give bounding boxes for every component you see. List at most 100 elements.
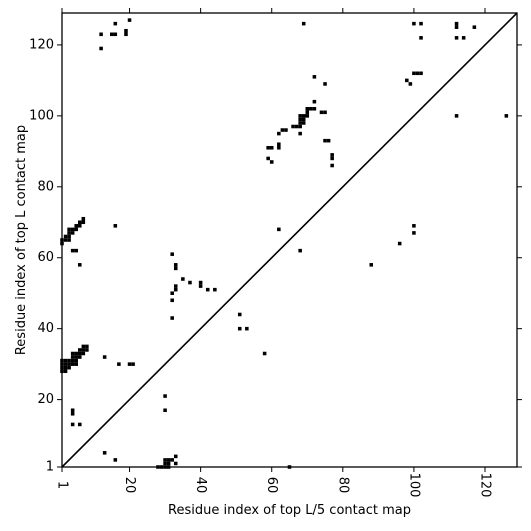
- y-tick-label: 20: [37, 392, 54, 407]
- contact-point: [419, 71, 423, 76]
- contact-point: [266, 146, 270, 150]
- contact-point: [291, 124, 295, 129]
- contact-point: [415, 71, 420, 76]
- contact-point: [163, 458, 167, 462]
- contact-point: [412, 231, 416, 235]
- contact-point: [74, 248, 78, 253]
- contact-point: [63, 234, 68, 239]
- contact-point: [173, 461, 178, 466]
- y-tick-label: 40: [37, 321, 54, 336]
- contact-point: [173, 284, 178, 288]
- contact-point: [412, 224, 416, 228]
- contact-point: [330, 153, 334, 157]
- x-tick-label: 120: [478, 473, 493, 498]
- contact-point: [81, 216, 86, 221]
- contact-point: [81, 348, 86, 352]
- contact-point: [127, 18, 132, 22]
- contact-point: [81, 220, 86, 225]
- contact-point: [330, 156, 334, 161]
- contact-point: [127, 362, 132, 366]
- plot-frame: [61, 12, 518, 468]
- contact-point: [312, 75, 317, 79]
- contact-point: [323, 110, 327, 115]
- contact-point: [70, 355, 75, 359]
- contact-point: [63, 365, 68, 370]
- contact-point: [419, 36, 423, 40]
- contact-point: [70, 408, 75, 413]
- contact-point: [70, 412, 75, 416]
- contact-point: [170, 316, 174, 320]
- contact-point: [301, 114, 306, 118]
- contact-point: [63, 362, 68, 366]
- contact-point: [309, 106, 313, 111]
- contact-point: [298, 248, 302, 253]
- contact-point: [67, 365, 71, 370]
- contact-point: [63, 369, 68, 374]
- y-tick-label: 60: [37, 250, 54, 265]
- contact-point: [113, 21, 118, 26]
- contact-point: [67, 227, 71, 232]
- contact-point: [269, 160, 274, 164]
- contact-point: [163, 394, 167, 398]
- contact-point: [298, 131, 302, 136]
- contact-point: [70, 422, 75, 427]
- points-layer: [60, 18, 509, 469]
- contact-point: [74, 227, 78, 232]
- contact-point: [78, 351, 82, 356]
- contact-point: [78, 348, 82, 352]
- contact-point: [326, 138, 331, 143]
- contact-point: [173, 454, 178, 459]
- contact-point: [113, 224, 118, 228]
- contact-point: [173, 287, 178, 292]
- contact-point: [412, 71, 416, 76]
- contact-point: [454, 25, 459, 29]
- contact-point: [301, 121, 306, 125]
- x-tick-label: 80: [335, 477, 350, 494]
- contact-point: [277, 131, 281, 136]
- contact-point: [277, 142, 281, 147]
- contact-point: [237, 326, 242, 331]
- x-tick-label: 60: [264, 477, 279, 494]
- contact-point: [81, 351, 86, 356]
- diagonal-line: [61, 12, 518, 468]
- contact-point: [181, 277, 185, 281]
- contact-point: [67, 358, 71, 363]
- contact-point: [131, 362, 135, 366]
- y-tick-label: 1: [46, 460, 54, 475]
- contact-point: [70, 248, 75, 253]
- contact-point: [284, 128, 288, 132]
- contact-point: [472, 25, 477, 29]
- contact-point: [74, 224, 78, 228]
- contact-point: [454, 114, 459, 118]
- contact-point: [166, 461, 171, 466]
- contact-point: [198, 280, 203, 285]
- contact-point: [63, 358, 68, 363]
- contact-point: [301, 21, 306, 26]
- contact-point: [323, 82, 327, 86]
- contact-point: [85, 348, 89, 352]
- contact-point: [102, 451, 107, 455]
- contact-point: [124, 28, 128, 33]
- contact-point: [266, 156, 270, 161]
- contact-point: [173, 266, 178, 271]
- contact-point: [81, 344, 86, 349]
- contact-point: [298, 121, 302, 125]
- contact-point: [170, 291, 174, 295]
- contact-point: [70, 351, 75, 356]
- x-tick-label: 1: [55, 481, 70, 489]
- contact-point: [408, 82, 413, 86]
- contact-point: [277, 227, 281, 232]
- contact-point: [70, 358, 75, 363]
- y-tick-label: 120: [29, 37, 54, 52]
- contact-point: [188, 280, 192, 285]
- x-axis-label: Residue index of top L/5 contact map: [168, 503, 411, 518]
- contact-point: [170, 458, 174, 462]
- contact-point: [163, 408, 167, 413]
- contact-point: [369, 263, 374, 267]
- contact-point: [74, 351, 78, 356]
- contact-point: [298, 114, 302, 118]
- contact-point: [205, 287, 210, 292]
- contact-point: [245, 326, 249, 331]
